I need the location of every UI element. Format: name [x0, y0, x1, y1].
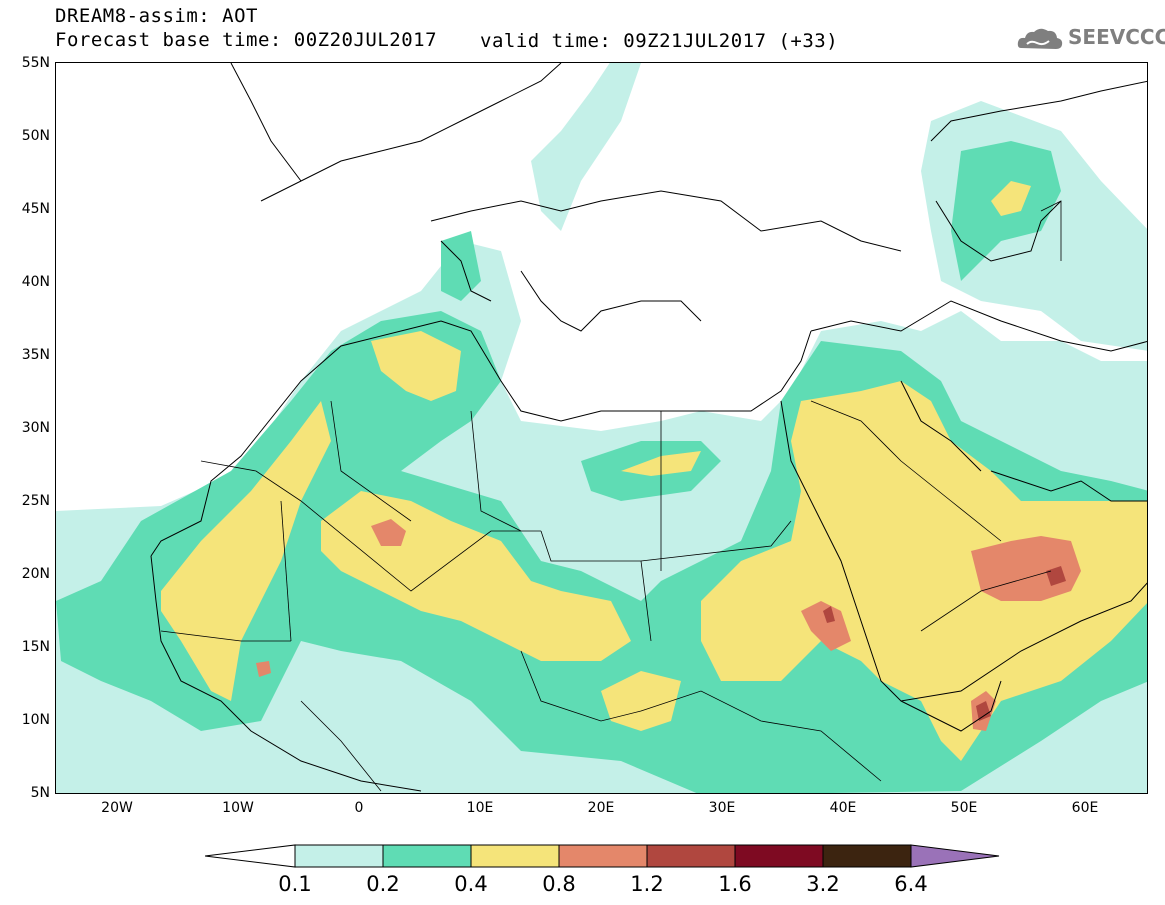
colorbar-low-arrow [205, 844, 296, 868]
coastlines [150, 63, 1147, 792]
colorbar-bin-0-2 [382, 844, 472, 868]
colorbar-label-1-2: 1.2 [630, 872, 664, 896]
colorbar-bin-0-4 [470, 844, 560, 868]
lon-label-0: 0 [354, 800, 364, 816]
logo-text: SEEVCCC [1068, 25, 1165, 49]
lon-label-30e: 30E [708, 800, 736, 816]
lat-label-5n: 5N [30, 785, 50, 801]
lat-label-10n: 10N [21, 712, 50, 728]
lon-label-50e: 50E [950, 800, 978, 816]
colorbar-bin-3-2 [822, 844, 912, 868]
aot-field-map [56, 63, 1147, 793]
colorbar-bin-0-8 [558, 844, 648, 868]
colorbar-label-0-1: 0.1 [278, 872, 312, 896]
lon-label-40e: 40E [829, 800, 857, 816]
colorbar-label-1-6: 1.6 [718, 872, 752, 896]
map-panel [55, 62, 1148, 794]
lat-label-45n: 45N [21, 201, 50, 217]
cloud-logo-icon [1017, 28, 1063, 49]
valid-time: valid time: 09Z21JUL2017 (+33) [480, 30, 839, 52]
lat-label-20n: 20N [21, 566, 50, 582]
colorbar [205, 844, 1000, 868]
lon-label-60e: 60E [1071, 800, 1099, 816]
forecast-base-time: Forecast base time: 00Z20JUL2017 [55, 29, 438, 51]
lon-label-20w: 20W [101, 800, 133, 816]
colorbar-bin-0-1 [294, 844, 384, 868]
colorbar-label-0-4: 0.4 [454, 872, 488, 896]
lat-label-25n: 25N [21, 493, 50, 509]
lat-label-15n: 15N [21, 639, 50, 655]
lon-label-20e: 20E [587, 800, 615, 816]
country-borders [160, 200, 1062, 792]
map-title: DREAM8-assim: AOT [55, 5, 258, 27]
colorbar-bin-1-2 [646, 844, 736, 868]
lat-label-50n: 50N [21, 128, 50, 144]
colorbar-bin-1-6 [734, 844, 824, 868]
lat-label-40n: 40N [21, 274, 50, 290]
colorbar-label-6-4: 6.4 [894, 872, 928, 896]
lon-label-10w: 10W [222, 800, 254, 816]
lon-label-10e: 10E [466, 800, 494, 816]
lat-label-30n: 30N [21, 420, 50, 436]
colorbar-label-3-2: 3.2 [806, 872, 840, 896]
colorbar-label-0-2: 0.2 [366, 872, 400, 896]
colorbar-label-0-8: 0.8 [542, 872, 576, 896]
lat-label-35n: 35N [21, 347, 50, 363]
colorbar-high-arrow [910, 844, 1000, 868]
lat-label-55n: 55N [21, 55, 50, 71]
